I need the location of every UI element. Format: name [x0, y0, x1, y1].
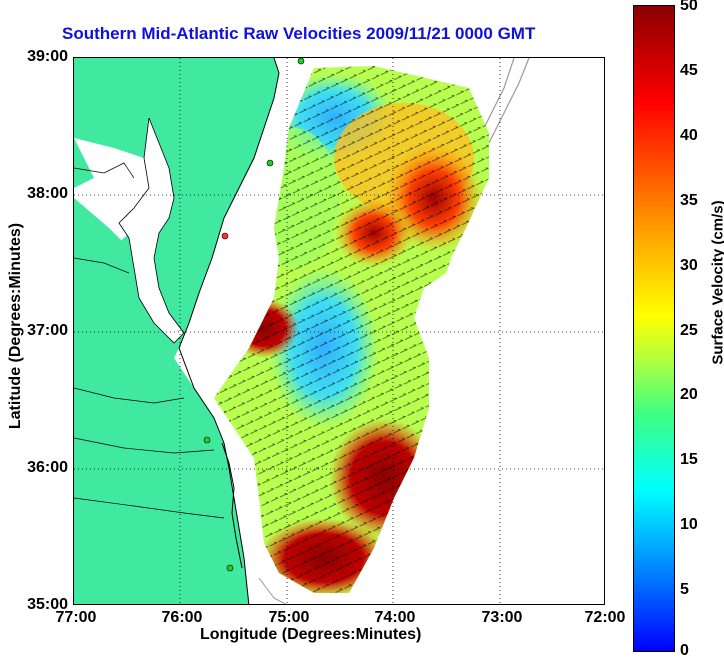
colorbar-tick: 10 [680, 516, 710, 534]
colorbar-tick: 45 [680, 62, 710, 80]
colorbar-label: Surface Velocity (cm/s) [710, 163, 724, 403]
bathymetry-contour [489, 58, 529, 143]
y-tick-label: 36:00 [8, 459, 68, 477]
colorbar-tick: 25 [680, 322, 710, 340]
y-tick-label: 39:00 [8, 48, 68, 66]
colorbar-tick: 20 [680, 386, 710, 404]
x-tick-label: 77:00 [46, 609, 106, 627]
station-marker [267, 160, 273, 166]
map-title: Southern Mid-Atlantic Raw Velocities 200… [62, 24, 535, 44]
station-marker [298, 58, 304, 64]
colorbar-tick: 30 [680, 257, 710, 275]
colorbar [633, 5, 675, 652]
colorbar-tick: 50 [680, 0, 710, 15]
x-tick-label: 74:00 [365, 609, 425, 627]
station-marker [222, 233, 228, 239]
x-tick-label: 75:00 [259, 609, 319, 627]
y-tick-label: 38:00 [8, 185, 68, 203]
colorbar-tick: 40 [680, 127, 710, 145]
colorbar-tick: 0 [680, 642, 710, 660]
x-tick-label: 76:00 [152, 609, 212, 627]
x-tick-label: 73:00 [472, 609, 532, 627]
colorbar-tick: 5 [680, 581, 710, 599]
map-plot-area [73, 57, 605, 605]
x-tick-label: 72:00 [575, 609, 635, 627]
colorbar-tick: 15 [680, 451, 710, 469]
station-marker [204, 437, 210, 443]
map-svg [74, 58, 605, 605]
station-marker [227, 565, 233, 571]
colorbar-tick: 35 [680, 192, 710, 210]
x-axis-label: Longitude (Degrees:Minutes) [200, 626, 421, 644]
y-axis-label: Latitude (Degrees:Minutes) [7, 206, 25, 446]
